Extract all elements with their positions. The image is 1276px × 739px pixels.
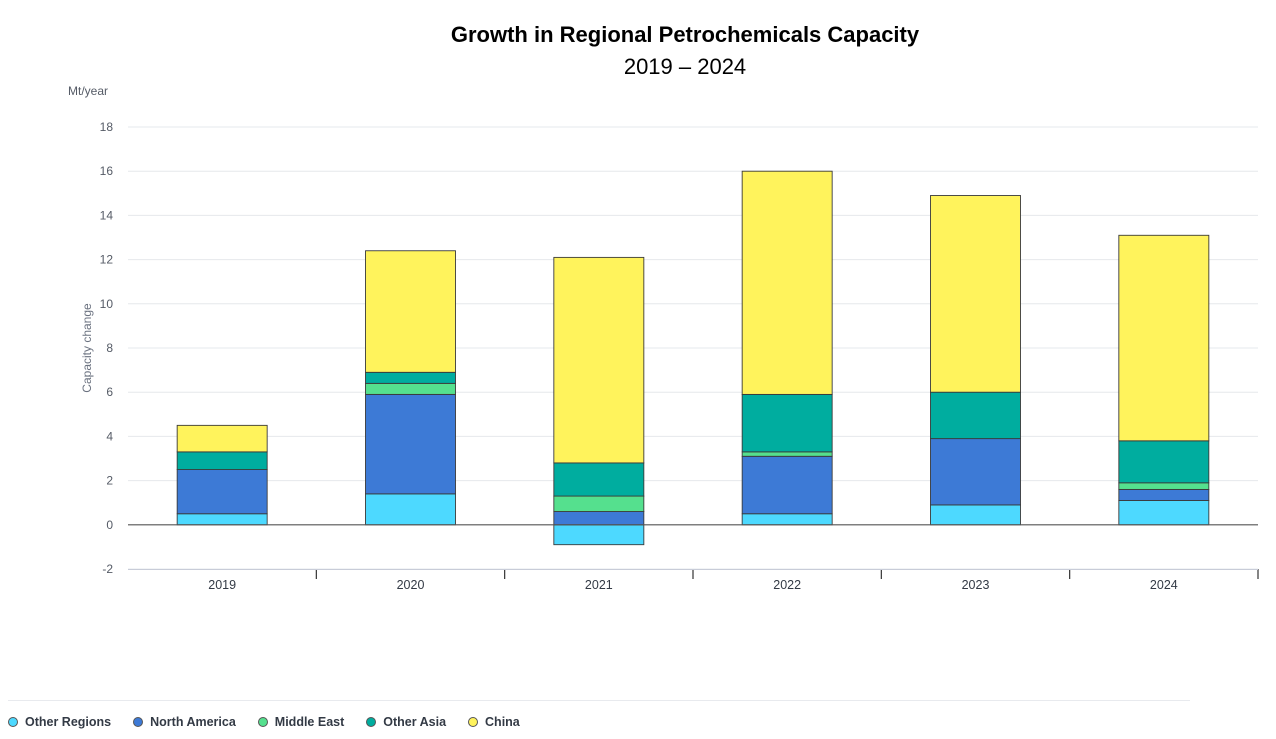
bar-segment [1118,440,1210,484]
bar-segment [176,469,268,515]
chart-legend: Other Regions North America Middle East Oth… [8,715,520,729]
y-tick-label: 16 [100,164,114,178]
legend-item[interactable]: Middle East [257,715,345,729]
y-tick-label: 2 [106,474,113,488]
legend-swatch [468,717,479,727]
bar-segment [741,170,833,395]
bar-segment [930,391,1021,440]
bar-segment [1118,234,1210,442]
legend-swatch [257,717,268,727]
bar-segment [176,451,268,470]
legend-item[interactable]: China [468,715,520,729]
legend-label: North America [150,715,236,729]
bar-segment [1118,500,1210,526]
bar-segment [930,195,1021,393]
legend-swatch [366,717,377,727]
x-tick-label: 2019 [208,578,236,592]
bar-segment [365,371,456,384]
y-tick-label: 18 [100,120,114,134]
legend-swatch [133,717,144,727]
bar-segment [1118,482,1210,490]
x-tick-label: 2021 [585,578,613,592]
legend-label: Middle East [274,715,345,729]
legend-item[interactable]: North America [133,715,236,729]
y-tick-label: 14 [100,208,114,222]
bar-segment [553,495,645,512]
y-tick-label: 4 [106,429,113,443]
y-tick-label: -2 [102,562,113,576]
legend-swatch [8,717,18,727]
bar-segment [930,438,1021,506]
y-tick-label: 8 [106,341,113,355]
bar-segment [176,424,268,453]
y-tick-label: 0 [106,518,113,532]
x-tick-label: 2023 [962,578,990,592]
x-tick-label: 2024 [1150,578,1178,592]
bar-segment [930,504,1021,526]
bar-segment [176,513,268,526]
x-tick-label: 2020 [397,578,425,592]
bar-segment [553,511,645,526]
legend-item[interactable]: Other Asia [366,715,446,729]
legend-label: China [485,715,520,729]
x-tick-label: 2022 [773,578,801,592]
bar-segment [741,393,833,453]
bar-segment [741,455,833,515]
bar-segment [365,382,456,395]
chart-subtitle: 2019 – 2024 [623,54,747,79]
chart-title: Growth in Regional Petrochemicals Capaci… [450,22,920,47]
legend-label: Other Regions [25,715,112,729]
bar-segment [741,513,833,526]
y-tick-label: 12 [100,253,114,267]
bar-segment [741,451,833,457]
bar-segment [553,524,645,546]
bar-segment [365,393,456,495]
bar-segment [553,256,645,464]
legend-label: Other Asia [383,715,447,729]
y-tick-label: 6 [106,385,113,399]
bar-segment [365,250,456,373]
legend-divider [8,700,1190,701]
y-axis-title: Capacity change [80,303,94,393]
y-tick-label: 10 [100,297,114,311]
bar-segment [1118,488,1210,501]
unit-label: Mt/year [68,84,108,98]
bar-segment [365,493,456,526]
bar-segment [553,462,645,497]
stacked-bar-chart: Mt/year Capacity change -2 0 2 4 6 8 10 12 14 16 18 2… [68,84,1259,592]
legend-item[interactable]: Other Regions [8,715,111,729]
